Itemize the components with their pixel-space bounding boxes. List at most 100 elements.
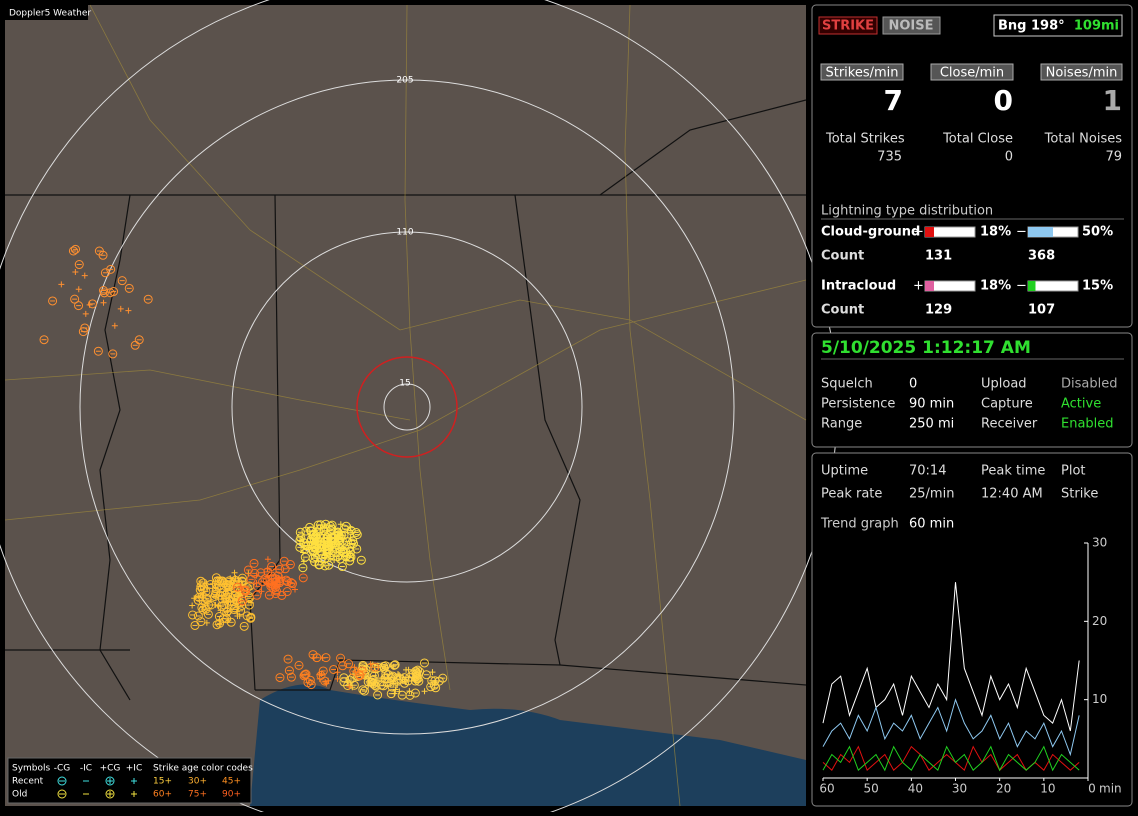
sign: − (1016, 279, 1027, 294)
strike-symbol (237, 573, 247, 583)
type-label: Intracloud (821, 279, 896, 294)
map-title: Doppler5 Weather (9, 9, 91, 19)
strike-symbol (258, 577, 268, 587)
strike-symbol (268, 583, 278, 593)
trend-label: Trend graph (820, 517, 899, 532)
trend-value: 60 min (909, 517, 954, 532)
strike-symbol (198, 596, 208, 606)
strike-symbol (370, 662, 380, 672)
range-ring (383, 383, 431, 431)
strike-symbol (93, 346, 103, 356)
strike-symbol (431, 683, 441, 693)
strike-symbol (226, 617, 236, 627)
strike-symbol (333, 536, 343, 546)
strike-symbol (333, 552, 343, 562)
strike-symbol (217, 594, 227, 604)
strike-symbol (388, 671, 398, 681)
strike-symbol (222, 607, 232, 617)
x-unit: min (1099, 782, 1122, 796)
strike-symbol (405, 666, 412, 673)
strike-symbol (373, 690, 383, 700)
strike-symbol (188, 610, 198, 620)
strike-symbol (212, 620, 222, 630)
legend-header: +IC (126, 764, 142, 774)
strike-symbol (232, 575, 239, 582)
strike-symbol (356, 555, 366, 565)
strike-symbol (426, 682, 436, 692)
pct: 18% (980, 225, 1011, 240)
strike-symbol (72, 268, 79, 275)
count: 107 (1028, 303, 1055, 318)
count: 368 (1028, 249, 1055, 264)
strike-symbol (68, 246, 78, 256)
strike-symbol (216, 621, 223, 628)
strike-symbol (111, 322, 118, 329)
rate-value: 0 (994, 84, 1013, 117)
rate-value: 1 (1103, 84, 1122, 117)
setting: Capture (981, 397, 1033, 412)
strike-symbol (324, 539, 334, 549)
total-label: Total Noises (1044, 132, 1123, 147)
strike-symbol (225, 617, 232, 624)
setting: Disabled (1061, 377, 1117, 392)
strike-symbol (196, 582, 206, 592)
sign: + (913, 225, 924, 240)
strike-symbol (252, 590, 262, 600)
strike-symbol (295, 535, 305, 545)
strike-symbol (299, 671, 309, 681)
rate-label: Noises/min (1046, 66, 1118, 81)
strike-symbol (189, 602, 196, 609)
strike-symbol (346, 538, 356, 548)
strike-symbol (306, 526, 316, 536)
strike-symbol (368, 675, 378, 685)
strike-symbol (312, 544, 322, 554)
strike-symbol (86, 301, 93, 308)
strike-symbol (258, 588, 265, 595)
strike-symbol (333, 527, 343, 537)
strike-symbol (421, 688, 428, 695)
strike-symbol (198, 605, 208, 615)
strike-symbol (333, 530, 343, 540)
strike-symbol (347, 534, 354, 541)
total-value: 735 (877, 150, 902, 165)
total-label: Total Close (942, 132, 1013, 147)
strike-symbol (216, 601, 226, 611)
strike-symbol (98, 250, 108, 260)
strike-symbol (39, 335, 49, 345)
strike-symbol (292, 586, 299, 593)
strike-symbol (405, 674, 412, 681)
strike-symbol (336, 653, 346, 663)
total-value: 0 (1005, 150, 1013, 165)
strike-symbol (419, 658, 429, 668)
strike-symbol (348, 529, 355, 536)
range-ring (231, 231, 583, 583)
strike-symbol (88, 299, 98, 309)
bearing: Bng 198° (998, 19, 1065, 34)
pct: 15% (1082, 279, 1113, 294)
strike-symbol (372, 669, 379, 676)
total-value: 79 (1105, 150, 1122, 165)
strike-symbol (82, 310, 89, 317)
strike-symbol (227, 575, 234, 582)
setting: Active (1061, 397, 1101, 412)
strike-symbol (294, 660, 304, 670)
strike-symbol (248, 599, 255, 606)
strike-symbol (215, 602, 222, 609)
strike-symbol (318, 666, 328, 676)
strike-symbol (275, 574, 282, 581)
title-box (5, 5, 88, 20)
x-tick-label: 40 (908, 782, 923, 796)
rate-button (820, 63, 904, 81)
setting: 90 min (909, 397, 954, 412)
strike-symbol (117, 276, 127, 286)
setting: Range (821, 417, 862, 432)
ring-label: 205 (396, 76, 413, 86)
count-label: Count (821, 303, 864, 318)
strike-symbol (195, 592, 202, 599)
strike-symbol (352, 530, 362, 540)
strike-symbol (203, 609, 213, 619)
distribution-title: Lightning type distribution (821, 204, 993, 219)
strike-symbol (355, 671, 365, 681)
bar-fill (925, 227, 934, 237)
strike-symbol (346, 683, 353, 690)
